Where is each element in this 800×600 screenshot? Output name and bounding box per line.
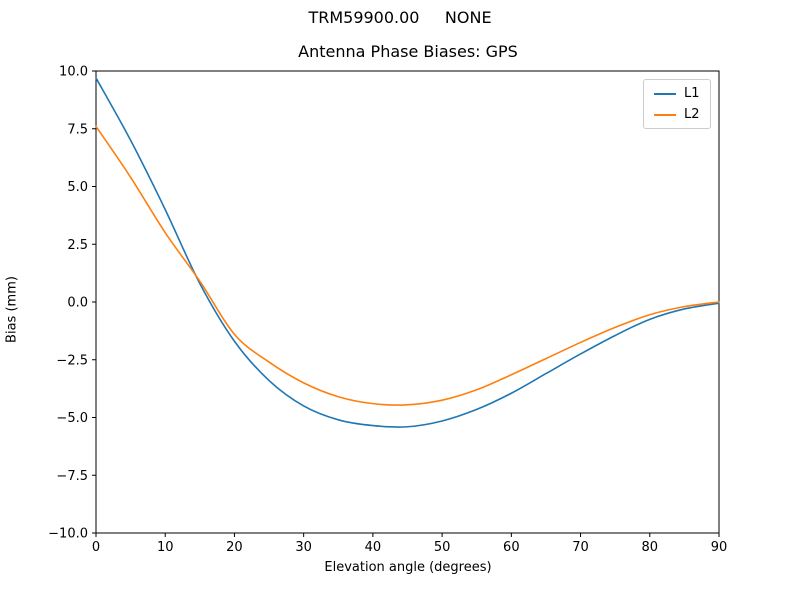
svg-text:30: 30: [295, 540, 312, 555]
svg-text:10: 10: [157, 540, 174, 555]
svg-text:40: 40: [365, 540, 382, 555]
svg-text:10.0: 10.0: [59, 65, 88, 80]
svg-text:70: 70: [572, 540, 589, 555]
svg-text:60: 60: [503, 540, 520, 555]
svg-text:−5.0: −5.0: [56, 411, 88, 426]
svg-text:0.0: 0.0: [67, 296, 88, 311]
svg-text:5.0: 5.0: [67, 180, 88, 195]
svg-text:−7.5: −7.5: [56, 469, 88, 484]
legend: L1 L2: [643, 79, 711, 129]
svg-text:0: 0: [92, 540, 100, 555]
svg-text:80: 80: [642, 540, 659, 555]
x-axis-label: Elevation angle (degrees): [324, 560, 492, 575]
y-axis-label: Bias (mm): [4, 276, 20, 343]
svg-text:50: 50: [434, 540, 451, 555]
legend-line-sample-l2: [654, 113, 676, 116]
legend-entry-l2: L2: [654, 108, 700, 121]
legend-label-l1: L1: [684, 86, 700, 101]
series-line-l1: [95, 77, 720, 428]
svg-text:90: 90: [711, 540, 728, 555]
legend-label-l2: L2: [684, 107, 700, 122]
series-line-l2: [95, 125, 720, 406]
chart-title: Antenna Phase Biases: GPS: [298, 42, 518, 61]
legend-entry-l1: L1: [654, 87, 700, 100]
legend-line-sample-l1: [654, 92, 676, 95]
svg-text:2.5: 2.5: [67, 238, 88, 253]
svg-text:−10.0: −10.0: [48, 527, 88, 542]
svg-text:−2.5: −2.5: [56, 353, 88, 368]
figure-suptitle: TRM59900.00 NONE: [308, 8, 492, 27]
svg-text:20: 20: [226, 540, 243, 555]
svg-text:7.5: 7.5: [67, 122, 88, 137]
